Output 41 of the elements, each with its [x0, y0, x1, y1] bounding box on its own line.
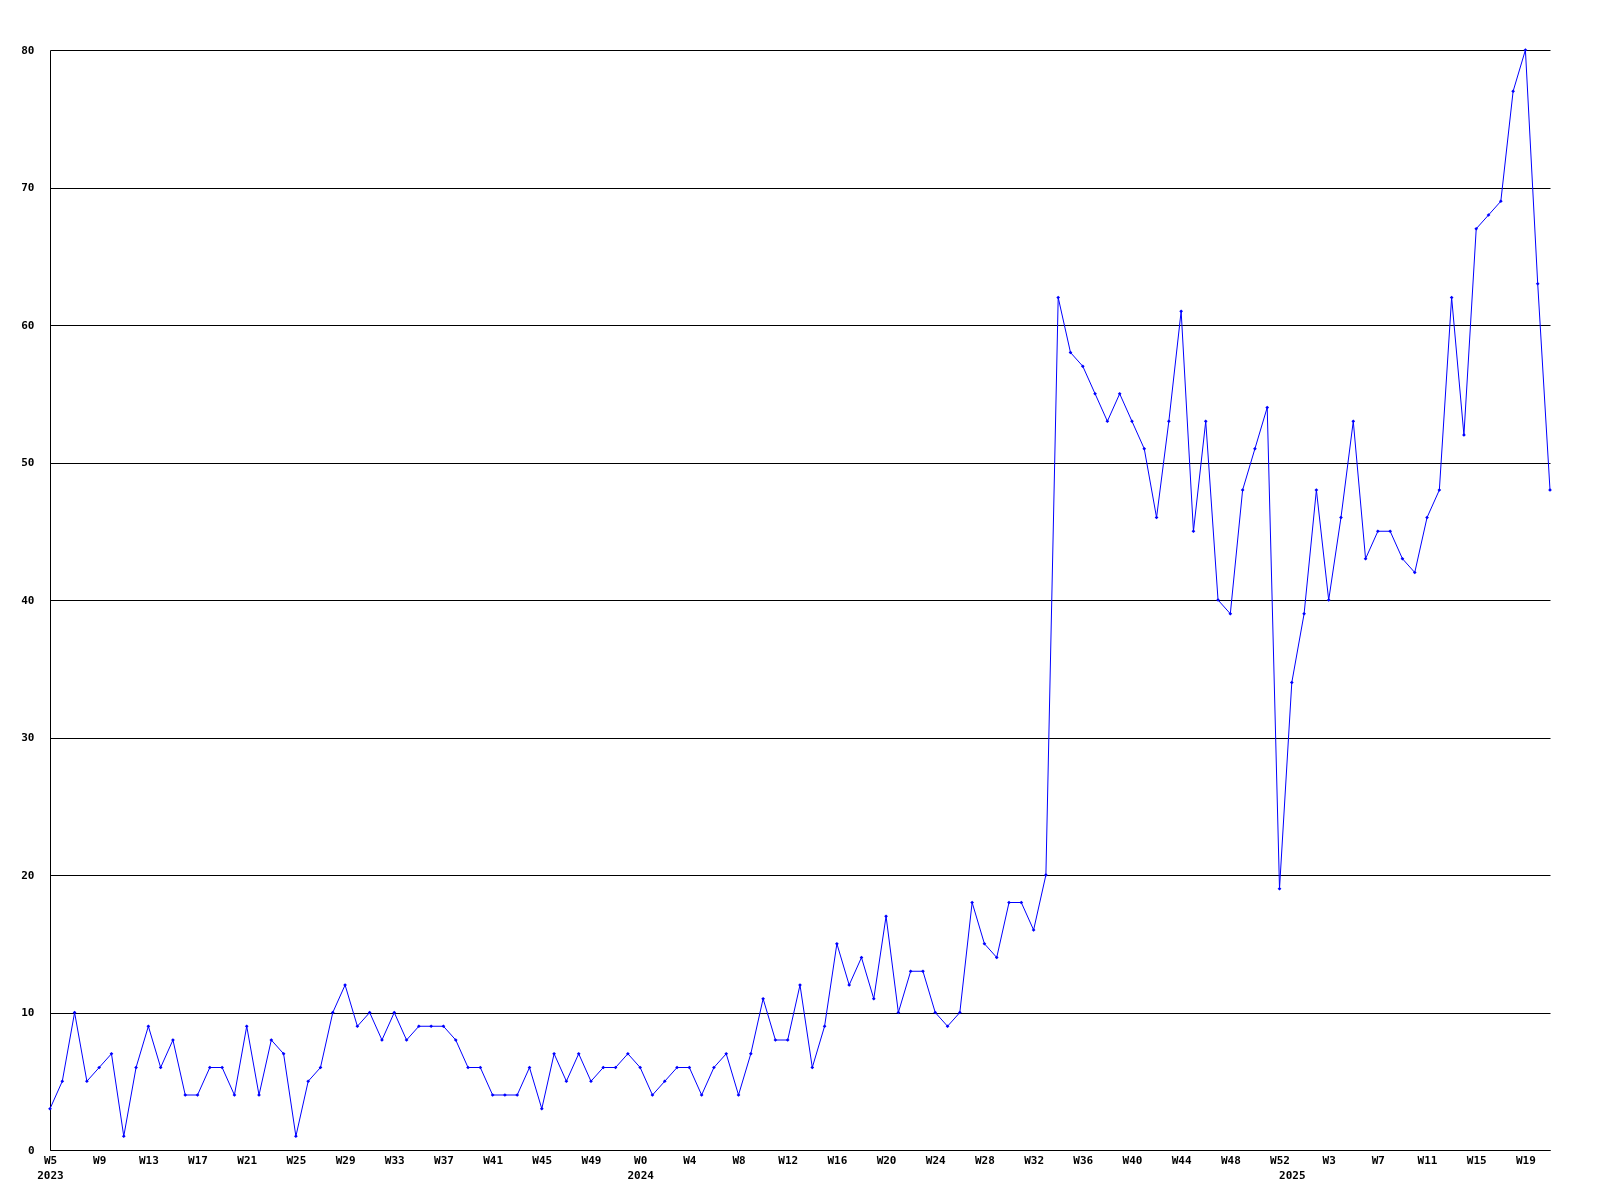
x-tick-label: W37: [434, 1153, 454, 1167]
x-tick-label: W17: [188, 1153, 208, 1167]
x-tick-label: W0 2024: [627, 1153, 655, 1182]
x-tick-label: W29: [335, 1153, 356, 1167]
x-tick-label: W41: [483, 1153, 504, 1167]
x-tick-label: W19: [1515, 1153, 1536, 1167]
x-tick-label: W16: [827, 1153, 848, 1167]
y-tick-label: 20: [21, 868, 35, 882]
x-tick-label: W20: [876, 1153, 897, 1167]
x-tick-label: W49: [581, 1153, 602, 1167]
x-tick-label: W44: [1171, 1153, 1192, 1167]
y-tick-label: 30: [21, 731, 35, 744]
x-tick-label: W25: [286, 1153, 307, 1167]
x-tick-label: W52: [1270, 1153, 1290, 1167]
x-tick-label: W11: [1417, 1153, 1438, 1167]
x-tick-label: W28: [974, 1153, 995, 1167]
y-tick-label: 10: [21, 1006, 35, 1019]
y-tick-label: 0: [27, 1143, 35, 1157]
x-tick-label: W21: [237, 1153, 258, 1167]
x-tick-label: W8: [732, 1153, 746, 1167]
x-tick-label: W3: [1322, 1153, 1336, 1167]
x-tick-label: W5 2023: [37, 1153, 64, 1182]
x-tick-label: W45: [532, 1153, 553, 1167]
y-tick-label: 40: [21, 593, 35, 607]
x-tick-label: W9: [93, 1153, 107, 1167]
x-tick-label: W12: [778, 1153, 799, 1167]
x-tick-label: W7: [1371, 1153, 1385, 1167]
x-tick-label: W24: [925, 1153, 947, 1167]
x-tick-label: W48: [1220, 1153, 1241, 1167]
x-tick-label: 2025: [1279, 1168, 1306, 1182]
y-tick-label: 70: [21, 181, 35, 194]
x-tick-label: W13: [138, 1153, 159, 1167]
y-tick-label: 60: [21, 318, 35, 332]
x-tick-label: W32: [1024, 1153, 1045, 1167]
x-tick-label: W4: [683, 1153, 697, 1167]
y-tick-label: 50: [21, 456, 35, 469]
x-tick-label: W40: [1122, 1153, 1143, 1167]
x-tick-label: W15: [1466, 1153, 1487, 1167]
y-tick-label: 80: [21, 43, 35, 57]
x-tick-label: W36: [1073, 1153, 1094, 1167]
x-tick-label: W33: [384, 1153, 405, 1167]
